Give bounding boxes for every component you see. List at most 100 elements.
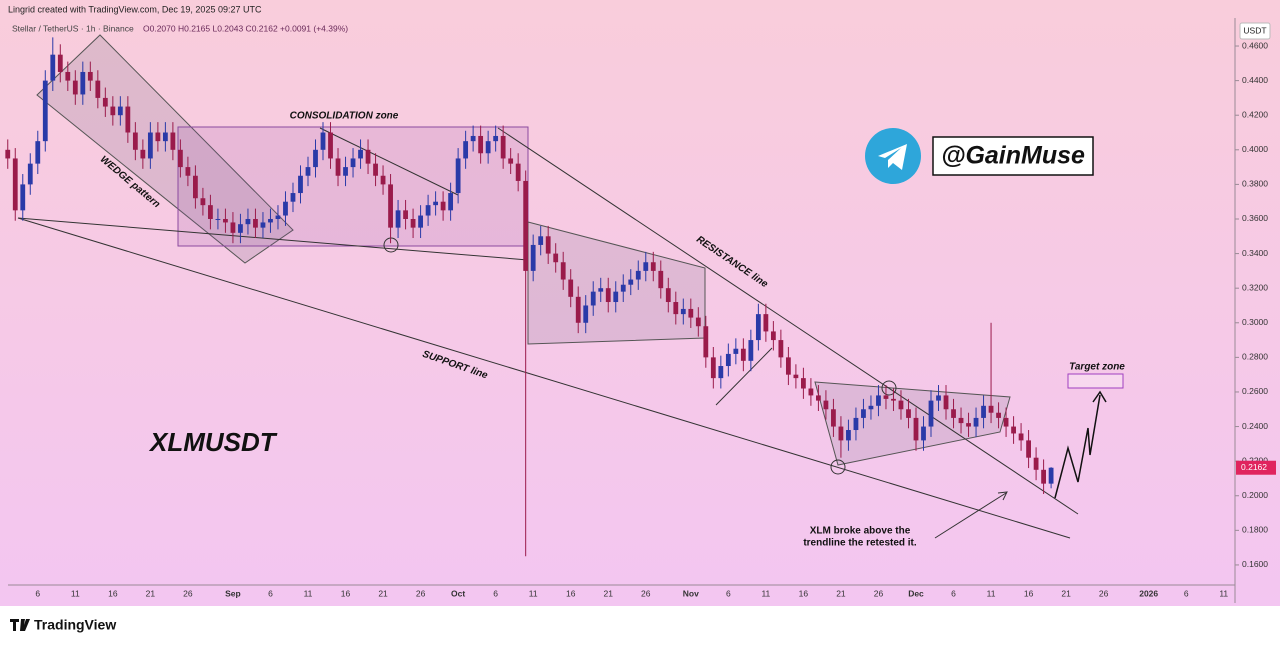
y-tick-label: 0.1800 <box>1242 525 1268 535</box>
candle-body <box>831 409 836 427</box>
note-line: XLM broke above the <box>810 526 911 537</box>
candle-body <box>943 395 949 410</box>
x-tick-label: 21 <box>1061 588 1071 598</box>
candle-body <box>1041 469 1046 484</box>
candle-body <box>395 210 401 228</box>
candle-body <box>328 132 333 159</box>
candle-body <box>493 135 499 142</box>
candle-body <box>110 106 116 116</box>
y-tick-label: 0.3600 <box>1242 213 1268 223</box>
channel-box <box>932 136 1094 176</box>
candle-body <box>365 149 371 164</box>
candle-body <box>583 305 589 323</box>
y-tick-label: 0.2400 <box>1242 421 1268 431</box>
candle-body <box>876 395 881 406</box>
candle-body <box>253 218 258 228</box>
symbol: Stellar / TetherUS · 1h · Binance <box>12 23 134 33</box>
brand-logo <box>10 619 30 631</box>
candle-body <box>1003 417 1009 427</box>
candle-body <box>620 284 626 292</box>
trend-line <box>319 127 459 196</box>
candle-body <box>27 163 33 185</box>
last-price-box <box>1236 460 1276 475</box>
candle-body <box>42 80 48 142</box>
candle-body <box>418 215 423 228</box>
candle-body <box>575 296 581 323</box>
candle-body <box>718 366 724 379</box>
candle-body <box>568 279 574 297</box>
x-tick-label: 26 <box>874 588 884 598</box>
note-line: trendline the retested it. <box>803 538 917 549</box>
candle-body <box>200 198 206 206</box>
candle-body <box>193 175 198 199</box>
candle-body <box>590 291 596 306</box>
candle-body <box>733 348 739 354</box>
x-tick-label: 6 <box>951 588 956 598</box>
channel: @GainMuse <box>941 142 1085 170</box>
candle-body <box>298 175 303 194</box>
x-tick-label: Dec <box>908 588 924 598</box>
candle-body <box>921 426 926 441</box>
y-tick-label: 0.3400 <box>1242 248 1268 258</box>
candle-body <box>981 405 986 418</box>
target-label: Target zone <box>1069 362 1125 373</box>
candle-body <box>448 193 454 211</box>
candle-body <box>162 132 168 142</box>
candle-body <box>846 430 851 441</box>
candle-body <box>410 218 416 228</box>
brand: TradingView <box>34 617 116 633</box>
candle-body <box>763 314 769 332</box>
footer-background <box>0 606 1280 646</box>
trend-line <box>715 347 773 406</box>
candle-body <box>125 106 131 133</box>
candle-body <box>132 132 138 150</box>
candle-body <box>5 149 11 159</box>
candle-body <box>230 222 236 233</box>
candle-body <box>65 71 71 81</box>
x-tick-label: 11 <box>304 588 313 598</box>
candle-body <box>305 167 311 176</box>
candle-body <box>223 218 228 223</box>
touch-circle <box>830 459 846 475</box>
y-tick-label: 0.1600 <box>1242 559 1268 569</box>
x-tick-label: Nov <box>683 588 699 598</box>
support-line <box>17 217 1071 539</box>
candle-body <box>478 135 484 154</box>
candle-body <box>455 158 461 194</box>
candle-body <box>343 167 348 176</box>
last-price-label: 0.2162 <box>1241 462 1267 472</box>
candle-body <box>695 317 701 327</box>
chart-title: XLMUSDT <box>148 427 278 457</box>
candle-body <box>1011 426 1016 434</box>
x-tick-label: 6 <box>493 588 498 598</box>
candle-body <box>966 423 971 427</box>
candle-body <box>470 135 476 142</box>
candle-body <box>463 141 469 159</box>
x-tick-label: 6 <box>268 588 273 598</box>
currency: USDT <box>1243 25 1266 35</box>
candle-body <box>665 288 671 303</box>
candle-body <box>87 71 93 81</box>
candle-body <box>275 215 281 219</box>
x-tick-label: 16 <box>108 588 118 598</box>
candle-body <box>102 97 108 107</box>
y-tick-label: 0.2000 <box>1242 490 1268 500</box>
candle-body <box>403 210 408 219</box>
candle-body <box>755 314 761 341</box>
candle-body <box>973 417 979 427</box>
x-tick-label: 26 <box>416 588 426 598</box>
background <box>0 0 1280 606</box>
candle-body <box>313 149 318 168</box>
candle-body <box>57 54 63 72</box>
candle-body <box>958 417 964 424</box>
x-tick-label: 11 <box>1219 588 1228 598</box>
candle-body <box>650 262 656 271</box>
trend-line <box>17 217 529 261</box>
x-tick-label: 2026 <box>1139 588 1158 598</box>
note-arrow <box>934 492 1007 539</box>
candle-body <box>598 288 604 292</box>
candle-body <box>785 357 791 375</box>
consolidation-box <box>177 126 529 247</box>
y-tick-label: 0.4200 <box>1242 109 1268 119</box>
